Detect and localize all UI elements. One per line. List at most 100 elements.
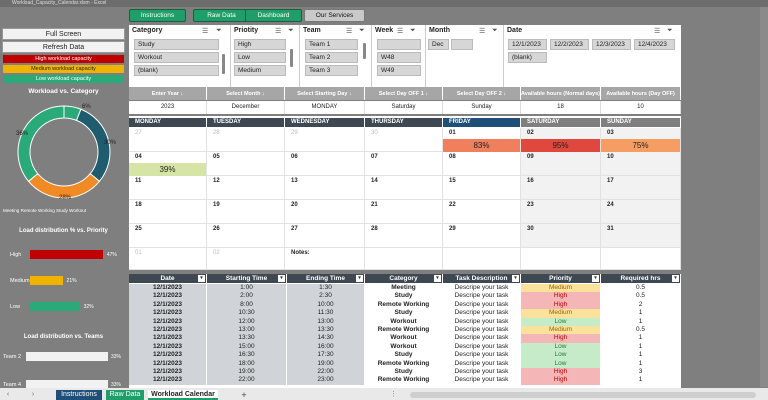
table-cell[interactable]: 12/1/2023 bbox=[129, 359, 206, 368]
table-cell[interactable]: 2 bbox=[638, 300, 643, 308]
tab-scroll-right-icon[interactable]: › bbox=[31, 391, 35, 398]
table-cell[interactable]: 19:00 bbox=[287, 359, 364, 368]
table-cell[interactable]: Descripe your task bbox=[454, 326, 509, 333]
table-cell[interactable]: Medium bbox=[521, 326, 600, 335]
calendar-day-cell[interactable]: 31 bbox=[601, 224, 681, 248]
calendar-day-cell[interactable] bbox=[521, 248, 601, 270]
table-header[interactable]: Ending Time ▾ bbox=[287, 274, 364, 283]
table-cell[interactable]: Descripe your task bbox=[454, 284, 509, 291]
table-cell[interactable]: Study bbox=[394, 368, 413, 375]
table-cell[interactable]: 1 bbox=[638, 309, 643, 317]
nav-raw-data-button[interactable]: Raw Data bbox=[193, 9, 250, 22]
clear-filter-icon[interactable]: ⏷ bbox=[288, 27, 294, 34]
calendar-day-cell[interactable]: Notes: bbox=[285, 248, 365, 270]
clear-filter-icon[interactable]: ⏷ bbox=[216, 27, 222, 34]
calendar-day-cell[interactable]: 05 bbox=[207, 152, 285, 176]
table-cell[interactable]: Meeting bbox=[391, 284, 416, 291]
calendar-day-cell[interactable]: 30 bbox=[521, 224, 601, 248]
multi-select-icon[interactable]: ☰ bbox=[654, 28, 661, 35]
calendar-day-cell[interactable]: 28 bbox=[207, 128, 285, 152]
calendar-day-cell[interactable]: 08 bbox=[443, 152, 521, 176]
table-cell[interactable]: 13:00 bbox=[207, 326, 286, 335]
sheet-tab-raw-data[interactable]: Raw Data bbox=[106, 390, 144, 400]
table-cell[interactable]: High bbox=[521, 300, 600, 310]
hours-normal-input[interactable]: 18 bbox=[521, 101, 601, 114]
calendar-day-cell[interactable]: 16 bbox=[521, 176, 601, 200]
table-cell[interactable]: Descripe your task bbox=[454, 342, 509, 350]
table-cell[interactable]: 8:00 bbox=[207, 300, 286, 310]
table-cell[interactable]: 13:00 bbox=[287, 317, 364, 326]
table-cell[interactable]: 10:00 bbox=[287, 300, 364, 310]
calendar-day-cell[interactable]: 24 bbox=[601, 200, 681, 224]
vertical-scrollbar[interactable] bbox=[760, 7, 768, 387]
table-cell[interactable]: 1:00 bbox=[207, 284, 286, 293]
table-header[interactable]: Category ▾ bbox=[365, 274, 442, 283]
table-header[interactable]: Task Description ▾ bbox=[443, 274, 520, 283]
slicer-item[interactable]: 12/3/2023 bbox=[592, 39, 631, 50]
slicer-scrollbar[interactable] bbox=[222, 54, 225, 74]
table-cell[interactable]: 12/1/2023 bbox=[129, 376, 206, 385]
slicer-item[interactable]: 12/1/2023 bbox=[508, 39, 547, 50]
table-cell[interactable]: 12/1/2023 bbox=[129, 292, 206, 301]
table-cell[interactable]: Descripe your task bbox=[454, 317, 509, 325]
table-cell[interactable]: Descripe your task bbox=[454, 359, 509, 367]
table-cell[interactable]: Workout bbox=[390, 317, 417, 325]
slicer-item[interactable]: Low bbox=[234, 52, 286, 63]
table-cell[interactable]: 13:30 bbox=[287, 326, 364, 335]
filter-dropdown-icon[interactable]: ▾ bbox=[512, 275, 519, 282]
table-cell[interactable]: 0.5 bbox=[635, 326, 646, 333]
table-cell[interactable]: Descripe your task bbox=[454, 376, 509, 384]
calendar-day-cell[interactable]: 01 bbox=[129, 248, 207, 270]
table-cell[interactable]: 1 bbox=[638, 342, 643, 350]
calendar-day-cell[interactable]: 28 bbox=[365, 224, 443, 248]
slicer-category[interactable]: Category ☰ ⏷ Study Workout (blank) bbox=[129, 25, 231, 87]
table-cell[interactable]: 15:00 bbox=[207, 342, 286, 352]
table-cell[interactable]: 2:00 bbox=[207, 292, 286, 301]
calendar-day-cell[interactable]: 03 75% bbox=[601, 128, 681, 152]
table-cell[interactable]: Descripe your task bbox=[454, 334, 509, 342]
slicer-item[interactable]: 12/2/2023 bbox=[550, 39, 589, 50]
slicer-priority[interactable]: Priotity ☰ ⏷ High Low Medium bbox=[231, 25, 300, 87]
calendar-day-cell[interactable]: 11 bbox=[129, 176, 207, 200]
table-cell[interactable]: 11:30 bbox=[287, 309, 364, 318]
add-sheet-button[interactable]: + bbox=[241, 390, 247, 400]
table-header[interactable]: Date ▾ bbox=[129, 274, 206, 283]
slicer-item[interactable]: W48 bbox=[377, 52, 421, 63]
table-cell[interactable]: Study bbox=[394, 309, 413, 317]
slicer-item[interactable]: Dec bbox=[428, 39, 449, 50]
table-cell[interactable]: 22:00 bbox=[287, 368, 364, 377]
table-cell[interactable]: Workout bbox=[390, 342, 417, 350]
slicer-item[interactable]: W49 bbox=[377, 65, 421, 76]
multi-select-icon[interactable]: ☰ bbox=[397, 28, 404, 35]
table-cell[interactable]: 22:00 bbox=[207, 376, 286, 385]
table-cell[interactable]: Descripe your task bbox=[454, 300, 509, 308]
table-cell[interactable]: Descripe your task bbox=[454, 368, 509, 375]
table-cell[interactable]: 12/1/2023 bbox=[129, 368, 206, 377]
tab-scroll-left-icon[interactable]: ‹ bbox=[6, 391, 10, 398]
calendar-day-cell[interactable]: 26 bbox=[207, 224, 285, 248]
table-cell[interactable]: Remote Working bbox=[377, 326, 430, 333]
table-cell[interactable]: 10:30 bbox=[207, 309, 286, 318]
calendar-day-cell[interactable] bbox=[365, 248, 443, 270]
table-cell[interactable]: Workout bbox=[390, 334, 417, 342]
hours-dayoff-input[interactable]: 10 bbox=[601, 101, 681, 114]
calendar-day-cell[interactable]: 30 bbox=[365, 128, 443, 152]
table-cell[interactable]: 16:30 bbox=[207, 351, 286, 360]
clear-filter-icon[interactable]: ⏷ bbox=[410, 27, 416, 34]
calendar-day-cell[interactable]: 29 bbox=[443, 224, 521, 248]
table-cell[interactable]: Medium bbox=[521, 309, 600, 318]
table-cell[interactable]: Descripe your task bbox=[454, 309, 509, 317]
slicer-item[interactable]: Team 3 bbox=[305, 65, 358, 76]
slicer-week[interactable]: Week ☰ ⏷ W48 W49 bbox=[372, 25, 426, 87]
table-cell[interactable]: 1:30 bbox=[287, 284, 364, 293]
table-cell[interactable]: 12/1/2023 bbox=[129, 309, 206, 318]
table-cell[interactable]: Descripe your task bbox=[454, 292, 509, 300]
table-header[interactable]: Required hrs ▾ bbox=[601, 274, 680, 283]
slicer-item[interactable]: 12/4/2023 bbox=[634, 39, 675, 50]
calendar-day-cell[interactable]: 07 bbox=[365, 152, 443, 176]
table-header[interactable]: Priority ▾ bbox=[521, 274, 600, 283]
table-cell[interactable]: 18:00 bbox=[207, 359, 286, 368]
day-off-2-input[interactable]: Sunday bbox=[443, 101, 521, 114]
nav-our-services-button[interactable]: Our Services bbox=[304, 9, 365, 22]
calendar-day-cell[interactable] bbox=[601, 248, 681, 270]
